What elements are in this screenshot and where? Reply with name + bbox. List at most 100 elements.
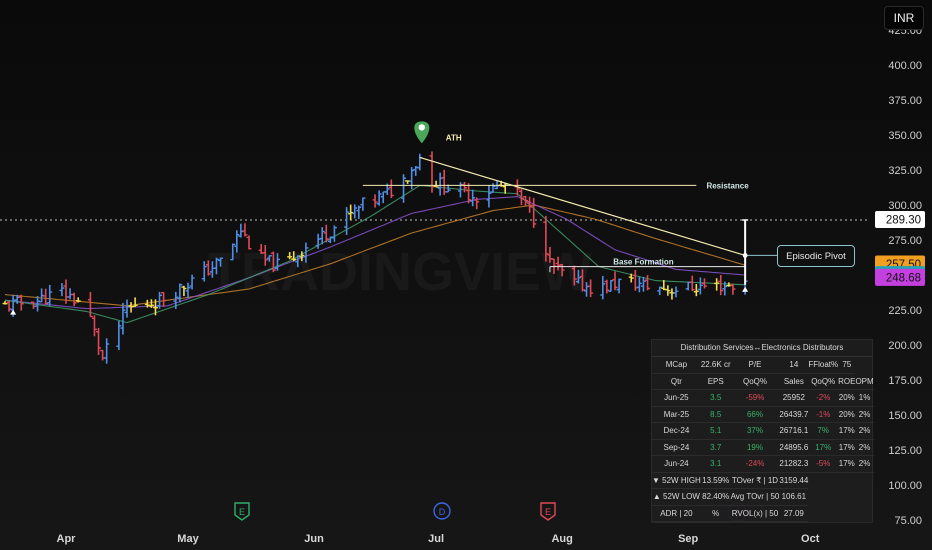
- ohlc-bar: [579, 269, 585, 292]
- ohlc-bars: [2, 151, 748, 364]
- x-tick-label: Aug: [551, 533, 572, 545]
- start-marker: [10, 309, 17, 315]
- ohlc-bar: [657, 286, 663, 296]
- table-cell: 26716.1: [779, 422, 809, 440]
- ohlc-bar: [157, 291, 163, 309]
- table-cell: 82.40%: [700, 488, 731, 506]
- ohlc-bar: [697, 277, 703, 295]
- ohlc-bar: [291, 251, 297, 262]
- episodic-pivot-label: Episodic Pivot: [777, 245, 855, 267]
- ohlc-bar: [148, 299, 154, 308]
- event-marker-label: E: [239, 507, 245, 517]
- table-cell: RVOL(x) | 50: [730, 505, 780, 522]
- ohlc-bar: [543, 215, 549, 262]
- price-badge: [875, 268, 925, 286]
- downtrend-line: [419, 156, 746, 256]
- ohlc-bar: [132, 297, 138, 308]
- event-marker-dividend: [433, 502, 451, 520]
- price-badge-label: 289.30: [886, 214, 921, 226]
- summary-row: MCap 22.6K cr P/E 14 FFloat% 75: [652, 357, 874, 374]
- x-tick-label: Oct: [801, 533, 820, 545]
- event-marker-earnings: [540, 502, 556, 521]
- table-cell: 19%: [730, 439, 780, 456]
- ohlc-bar: [608, 279, 614, 292]
- y-tick-label: 275.00: [888, 235, 922, 247]
- pivot-marker: [742, 286, 749, 292]
- ohlc-bar: [299, 251, 305, 262]
- ohlc-bar: [645, 275, 651, 291]
- table-cell: QoQ%: [808, 373, 839, 390]
- y-tick-label: 150.00: [888, 410, 922, 422]
- table-cell: 17%: [838, 422, 856, 440]
- table-cell: Mar-25: [652, 406, 701, 423]
- table-cell: MCap: [652, 357, 701, 374]
- ohlc-bar: [213, 257, 219, 275]
- ohlc-bar: [531, 197, 537, 228]
- ohlc-bar: [287, 252, 293, 260]
- ath-pin-body: [414, 121, 430, 144]
- currency-selector[interactable]: INR: [884, 6, 924, 30]
- ohlc-bar: [303, 242, 309, 263]
- ohlc-bar: [274, 253, 280, 271]
- ohlc-bar: [616, 278, 622, 294]
- ohlc-bar: [230, 243, 236, 261]
- table-cell: 20%: [838, 406, 856, 423]
- table-cell: 20%: [838, 389, 856, 407]
- table-cell: Sales: [779, 373, 809, 390]
- ohlc-bar: [189, 274, 195, 290]
- ohlc-bar: [462, 181, 468, 193]
- ohlc-bar: [161, 292, 167, 307]
- ohlc-bar: [47, 284, 53, 306]
- ohlc-bar: [205, 260, 211, 276]
- table-cell: 66%: [730, 406, 780, 423]
- table-cell: P/E: [730, 357, 780, 374]
- ohlc-bar: [59, 283, 65, 297]
- y-tick-label: 325.00: [888, 165, 922, 177]
- ohlc-bar: [319, 227, 325, 245]
- table-cell: 3.5: [700, 389, 731, 407]
- y-tick-label: 100.00: [888, 480, 922, 492]
- event-marker-earnings: [234, 502, 250, 521]
- ohlc-bar: [722, 281, 728, 296]
- x-tick-label: Jul: [428, 533, 444, 545]
- ohlc-bar: [518, 188, 524, 205]
- table-cell: 21282.3: [779, 455, 809, 473]
- ohlc-bar: [39, 288, 45, 303]
- ohlc-bar: [604, 279, 610, 294]
- table-cell: -2%: [808, 389, 839, 407]
- table-cell: QoQ%: [730, 373, 780, 390]
- ema-fast-line: [4, 184, 746, 324]
- table-cell: 3.1: [700, 455, 731, 473]
- table-cell: 25952: [779, 389, 809, 407]
- table-cell: 17%: [808, 439, 839, 456]
- ohlc-bar: [201, 261, 207, 282]
- table-cell: 106.61: [779, 488, 809, 506]
- ath-label: ATH: [446, 133, 462, 142]
- event-marker-label: D: [439, 507, 446, 517]
- table-cell: %: [700, 505, 731, 522]
- quarter-row: Sep-24 3.7 19% 24895.6 17% 17% 2%: [652, 439, 874, 456]
- ohlc-bar: [372, 194, 378, 208]
- ohlc-bar: [173, 291, 179, 309]
- ohlc-bar: [571, 265, 577, 286]
- ohlc-bar: [104, 338, 110, 364]
- table-cell: 8.5: [700, 406, 731, 423]
- ohlc-bar: [474, 197, 480, 210]
- table-cell: ▲ 52W LOW: [652, 488, 701, 506]
- ohlc-bar: [87, 292, 93, 318]
- table-cell: 3159.44: [779, 471, 809, 489]
- ohlc-bar: [502, 183, 508, 194]
- ohlc-bar: [441, 169, 447, 195]
- watermark-logo: TRADINGVIEW: [208, 242, 592, 302]
- y-tick-label: 350.00: [888, 130, 922, 142]
- ohlc-bar: [185, 282, 191, 298]
- table-cell: 2%: [855, 406, 874, 423]
- x-tick-label: May: [177, 533, 199, 545]
- table-cell: 2%: [855, 422, 874, 440]
- ohlc-bar: [673, 286, 679, 298]
- ohlc-bar: [177, 283, 183, 303]
- y-tick-label: 200.00: [888, 340, 922, 352]
- table-cell: 3.7: [700, 439, 731, 456]
